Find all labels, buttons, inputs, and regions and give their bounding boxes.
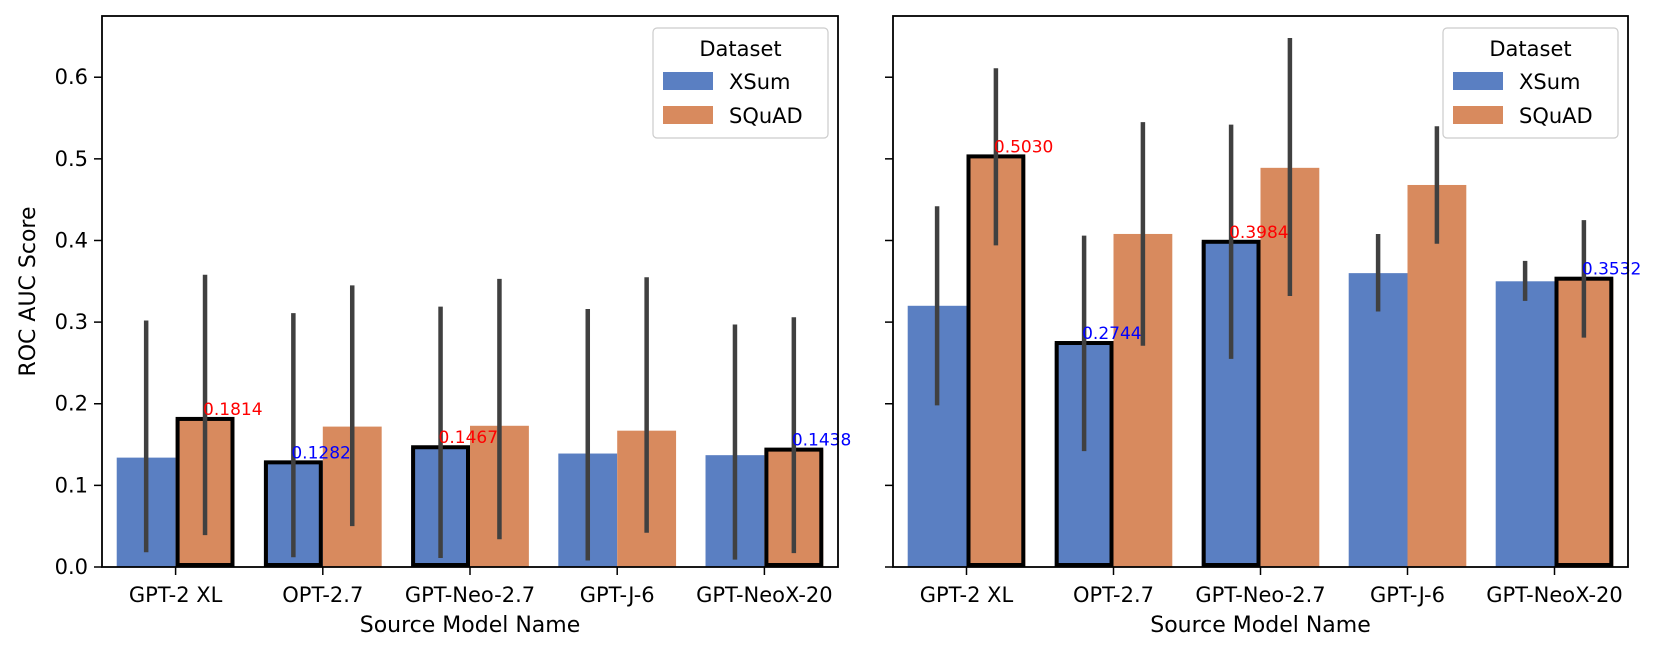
value-annotation-0.5030: 0.5030 (994, 137, 1053, 157)
y-tick-label-0.1: 0.1 (55, 473, 88, 497)
x-tick-label-gpt-neo-2-7: GPT-Neo-2.7 (405, 583, 535, 607)
y-tick-label-0.2: 0.2 (55, 392, 88, 416)
value-annotation-0.1814: 0.1814 (203, 400, 262, 420)
legend-label-squad: SQuAD (1519, 104, 1593, 128)
value-annotation-0.3532: 0.3532 (1582, 260, 1641, 280)
x-tick-label-gpt-j-6: GPT-J-6 (580, 583, 655, 607)
x-tick-label-gpt-j-6: GPT-J-6 (1370, 583, 1445, 607)
x-axis-title: Source Model Name (1150, 613, 1371, 638)
bar-squad-gpt-j-6 (1407, 184, 1467, 567)
x-tick-label-opt-2-7: OPT-2.7 (1073, 583, 1154, 607)
value-annotation-0.1282: 0.1282 (291, 443, 350, 463)
y-tick-label-0.6: 0.6 (55, 65, 88, 89)
value-annotation-0.3984: 0.3984 (1229, 223, 1288, 243)
legend-title: Dataset (699, 37, 781, 61)
bar-xsum-gpt-neox-20 (1495, 281, 1555, 567)
x-tick-label-gpt-neox-20: GPT-NeoX-20 (1486, 583, 1623, 607)
y-axis-title: ROC AUC Score (16, 206, 41, 376)
x-tick-label-gpt-neox-20: GPT-NeoX-20 (696, 583, 833, 607)
y-tick-label-0.0: 0.0 (55, 555, 88, 579)
value-annotation-0.2744: 0.2744 (1082, 324, 1141, 344)
legend-label-squad: SQuAD (729, 104, 803, 128)
chart-panel-1: 0.1814 0.1282 0.1467 0.1438 0.0 0.1 0.2 0.3 0.4 0… (16, 15, 851, 638)
x-axis-title: Source Model Name (360, 613, 581, 638)
x-tick-label-gpt-neo-2-7: GPT-Neo-2.7 (1195, 583, 1325, 607)
x-tick-label-gpt-2-xl: GPT-2 XL (129, 583, 223, 607)
legend-swatch-xsum (1453, 72, 1503, 90)
value-annotation-0.1467: 0.1467 (439, 428, 498, 448)
bar-xsum-gpt-j-6 (1348, 273, 1408, 567)
legend-label-xsum: XSum (729, 70, 790, 94)
x-tick-label-opt-2-7: OPT-2.7 (282, 583, 363, 607)
legend: Dataset XSum SQuAD (652, 27, 829, 139)
legend: Dataset XSum SQuAD (1442, 27, 1619, 139)
value-annotation-0.1438: 0.1438 (792, 431, 851, 451)
legend-label-xsum: XSum (1519, 70, 1580, 94)
y-tick-label-0.4: 0.4 (55, 228, 88, 252)
legend-swatch-squad (1453, 106, 1503, 124)
chart-panel-2: 0.5030 0.2744 0.3984 0.3532 GPT-2 XL OPT-2.7 G… (885, 15, 1641, 638)
legend-title: Dataset (1489, 37, 1571, 61)
y-tick-label-0.3: 0.3 (55, 310, 88, 334)
legend-swatch-squad (663, 106, 713, 124)
legend-swatch-xsum (663, 72, 713, 90)
x-tick-label-gpt-2-xl: GPT-2 XL (920, 583, 1014, 607)
y-tick-label-0.5: 0.5 (55, 147, 88, 171)
